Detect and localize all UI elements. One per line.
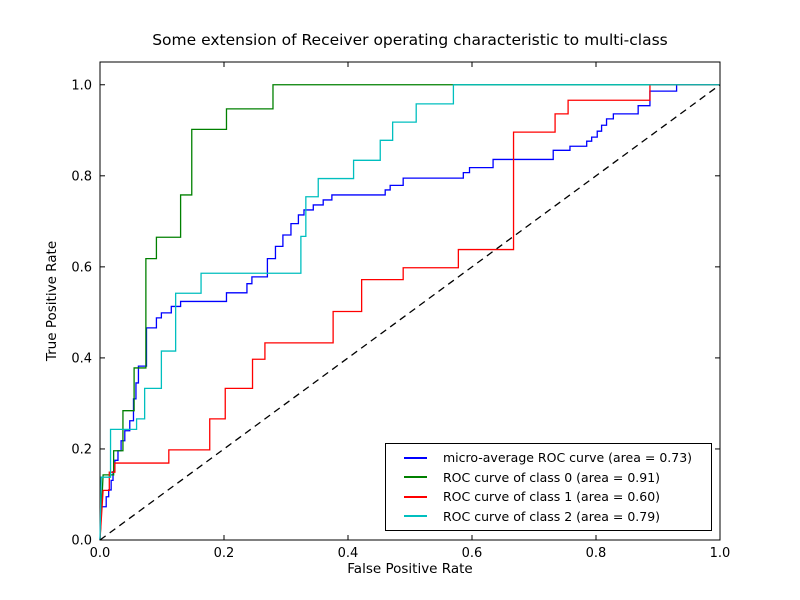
legend-item-roc-curve-class-2: ROC curve of class 2 (area = 0.79) bbox=[400, 507, 711, 527]
legend-item-roc-curve-class-0: ROC curve of class 0 (area = 0.91) bbox=[400, 468, 711, 488]
legend: micro-average ROC curve (area = 0.73) ROC… bbox=[385, 443, 712, 531]
legend-swatch-roc-curve-class-1 bbox=[404, 495, 427, 498]
y-tick-label: 0.2 bbox=[71, 442, 92, 457]
legend-swatch-roc-curve-class-2 bbox=[404, 515, 427, 518]
x-tick-label: 0.2 bbox=[214, 546, 235, 561]
legend-label: ROC curve of class 1 (area = 0.60) bbox=[443, 489, 661, 505]
x-axis-label: False Positive Rate bbox=[347, 561, 473, 577]
roc-curve-class-2 bbox=[99, 84, 720, 541]
legend-item-micro-average-roc-curve: micro-average ROC curve (area = 0.73) bbox=[400, 448, 711, 468]
roc-curve-class-1 bbox=[99, 84, 720, 541]
y-tick-label: 1.0 bbox=[71, 78, 92, 93]
micro-average-roc-curve bbox=[99, 84, 720, 541]
x-tick-label: 0.4 bbox=[338, 546, 359, 561]
chance-diagonal bbox=[99, 84, 721, 541]
roc-curve-class-0 bbox=[99, 84, 720, 541]
y-tick-label: 0.0 bbox=[71, 534, 92, 549]
x-tick-label: 0.0 bbox=[90, 546, 111, 561]
x-tick-label: 0.8 bbox=[586, 546, 607, 561]
legend-label: ROC curve of class 2 (area = 0.79) bbox=[443, 508, 661, 524]
chart-title: Some extension of Receiver operating cha… bbox=[152, 31, 668, 49]
y-tick-label: 0.8 bbox=[71, 169, 92, 184]
y-tick-label: 0.4 bbox=[71, 351, 92, 366]
y-tick-label: 0.6 bbox=[71, 260, 92, 275]
y-axis-label-text: True Positive Rate bbox=[44, 240, 60, 362]
x-tick-label: 0.6 bbox=[462, 546, 483, 561]
legend-swatch-roc-curve-class-0 bbox=[404, 476, 427, 479]
legend-item-roc-curve-class-1: ROC curve of class 1 (area = 0.60) bbox=[400, 487, 711, 507]
legend-label: ROC curve of class 0 (area = 0.91) bbox=[443, 469, 661, 485]
legend-swatch-micro-average-roc-curve bbox=[404, 456, 427, 459]
x-tick-label: 1.0 bbox=[710, 546, 731, 561]
legend-label: micro-average ROC curve (area = 0.73) bbox=[443, 450, 693, 466]
